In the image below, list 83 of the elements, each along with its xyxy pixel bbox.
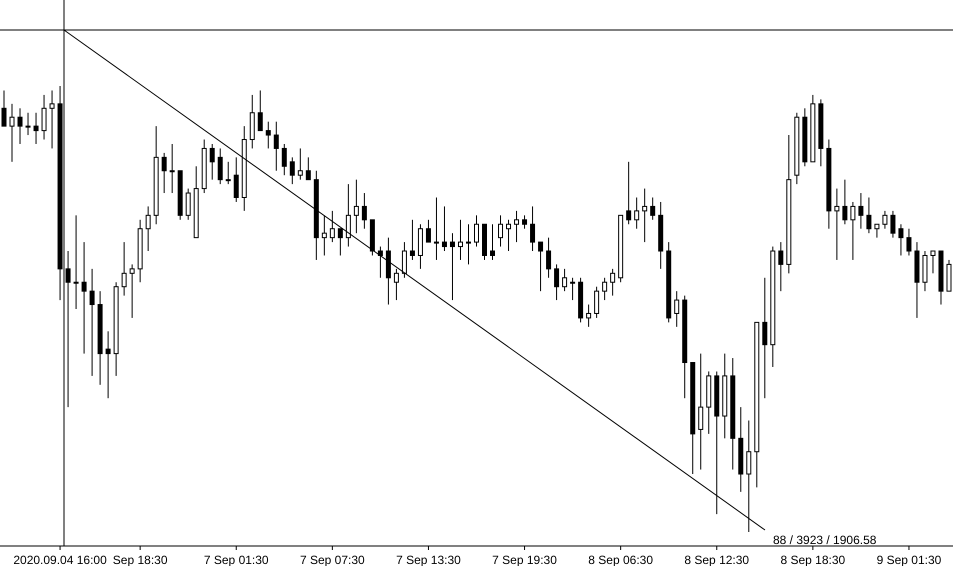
candlestick: [162, 152, 167, 194]
candlestick: [498, 214, 504, 248]
candlestick: [274, 121, 279, 172]
candlestick: [602, 277, 608, 301]
candlestick: [50, 90, 55, 149]
candlestick: [290, 156, 295, 185]
candlestick: [298, 148, 303, 180]
candlestick: [74, 214, 79, 310]
candlestick: [466, 224, 471, 265]
candlestick: [906, 228, 912, 256]
candlestick: [834, 188, 840, 260]
candlestick: [122, 242, 127, 296]
candlestick: [82, 242, 87, 354]
candlestick: [554, 264, 560, 301]
candlestick: [650, 197, 656, 220]
candlestick: [330, 210, 335, 243]
candlestick: [570, 277, 576, 301]
candlestick: [34, 112, 39, 144]
candlestick: [842, 179, 848, 225]
candlestick: [882, 210, 888, 230]
candlestick: [586, 304, 592, 328]
candlestick: [18, 108, 23, 144]
candlestick: [850, 201, 856, 260]
candlestick: [562, 268, 568, 292]
candlestick: [458, 219, 463, 260]
candlestick: [210, 143, 215, 180]
candlestick: [2, 90, 6, 127]
candlestick: [546, 237, 552, 278]
candlestick: [778, 242, 784, 292]
candlestick: [762, 277, 768, 399]
candlestick: [226, 161, 231, 185]
candlestick: [394, 268, 399, 301]
candlestick: [218, 148, 223, 185]
candlestick: [746, 420, 752, 532]
candlestick: [306, 156, 311, 180]
candlestick: [402, 242, 407, 278]
candlestick: [890, 210, 896, 238]
candlestick: [442, 206, 447, 252]
candlestick: [874, 224, 880, 238]
candlestick: [698, 353, 704, 470]
candlestick: [130, 264, 135, 318]
candlestick: [538, 242, 544, 292]
candlestick: [322, 214, 327, 256]
candlestick: [10, 103, 15, 162]
candlestick: [642, 188, 648, 243]
candlestick: [530, 206, 536, 252]
candlestick: [634, 197, 640, 230]
candlestick: [170, 143, 175, 194]
candlestick: [90, 268, 95, 376]
candlestick: [426, 219, 431, 243]
candlestick: [106, 330, 111, 399]
text: 88 / 3923 / 1906.58: [773, 533, 877, 547]
candlestick: [234, 156, 239, 202]
candlestick: [594, 286, 600, 318]
candlestick: [610, 268, 616, 296]
candlestick: [354, 179, 359, 234]
candlestick: [42, 94, 47, 140]
candlestick: [866, 197, 872, 234]
candlestick: [26, 112, 31, 136]
candlestick: [410, 219, 415, 260]
candlestick: [378, 246, 383, 278]
candlestick: [522, 214, 528, 230]
candlestick: [674, 290, 680, 328]
candlestick: [474, 214, 479, 248]
candlestick: [282, 143, 287, 176]
candlestick: [346, 184, 351, 248]
candlestick: [506, 219, 512, 252]
candlestick: [450, 232, 455, 301]
candlestick: [490, 224, 496, 260]
candlestick: [266, 121, 271, 149]
candlestick: [626, 161, 632, 225]
candlestick: [66, 250, 71, 408]
candlestick: [258, 90, 263, 132]
candlestick: [186, 188, 191, 220]
candlestick: [858, 192, 864, 230]
candlestick: [514, 210, 520, 243]
candlestick: [146, 206, 151, 252]
x-tick-label: 2020.09.04 16:00: [13, 553, 108, 566]
candlestick: [898, 224, 904, 256]
candlestick: [362, 192, 367, 230]
candlestick: [930, 250, 936, 274]
candlestick: [434, 197, 439, 260]
candlestick: [338, 228, 343, 256]
